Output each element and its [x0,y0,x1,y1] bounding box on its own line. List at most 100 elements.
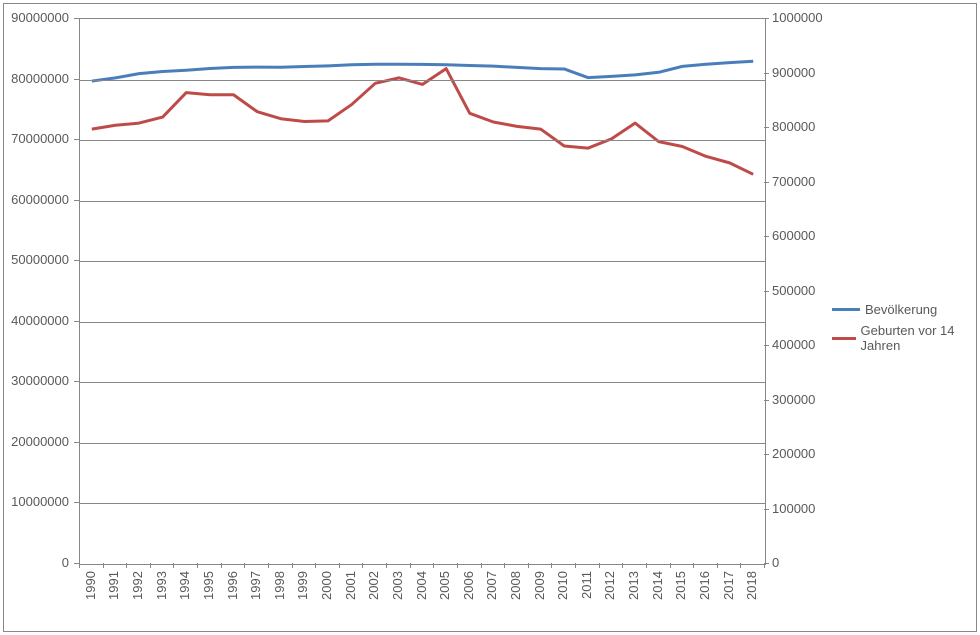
gridline [80,503,765,504]
y2-axis-label: 1000000 [772,10,823,25]
y1-tick [74,381,79,382]
x-axis-label: 2003 [390,571,405,611]
x-tick [362,563,363,568]
x-tick [103,563,104,568]
x-axis-label: 1991 [106,571,121,611]
legend: Bevölkerung Geburten vor 14 Jahren [832,296,976,359]
y2-axis-label: 100000 [772,501,815,516]
y1-tick [74,260,79,261]
gridline [80,201,765,202]
x-axis-label: 2004 [414,571,429,611]
x-tick [670,563,671,568]
chart-frame: BevölkerungGeburten vor 14 Jahren 010000… [3,3,977,632]
y1-axis-label: 60000000 [4,192,69,207]
y1-tick [74,200,79,201]
y1-tick [74,139,79,140]
y2-tick [764,127,769,128]
x-tick [481,563,482,568]
y2-axis-label: 400000 [772,337,815,352]
x-axis-label: 2009 [532,571,547,611]
x-axis-label: 2015 [673,571,688,611]
x-tick [126,563,127,568]
x-tick [315,563,316,568]
chart-lines [80,19,765,564]
y1-axis-label: 30000000 [4,373,69,388]
y2-tick [764,236,769,237]
x-axis-label: 1993 [154,571,169,611]
y2-tick [764,345,769,346]
x-axis-label: 2010 [555,571,570,611]
x-tick [764,563,765,568]
x-axis-label: 1999 [295,571,310,611]
y1-axis-label: 90000000 [4,10,69,25]
legend-label: Geburten vor 14 Jahren [861,323,976,353]
x-tick [717,563,718,568]
x-tick [528,563,529,568]
y2-axis-label: 500000 [772,283,815,298]
gridline [80,382,765,383]
x-axis-label: 1994 [177,571,192,611]
gridline [80,322,765,323]
legend-item: Bevölkerung [832,302,976,317]
y2-axis-label: 900000 [772,65,815,80]
y2-axis-label: 600000 [772,228,815,243]
y1-axis-label: 70000000 [4,131,69,146]
gridline [80,443,765,444]
y1-axis-label: 10000000 [4,494,69,509]
x-tick [693,563,694,568]
x-axis-label: 1998 [272,571,287,611]
y1-tick [74,18,79,19]
x-tick [599,563,600,568]
x-tick [339,563,340,568]
x-axis-label: 1997 [248,571,263,611]
y1-tick [74,321,79,322]
x-axis-label: 2016 [697,571,712,611]
y2-axis-label: 700000 [772,174,815,189]
y1-axis-label: 40000000 [4,313,69,328]
x-axis-label: 2002 [366,571,381,611]
x-tick [410,563,411,568]
y2-tick [764,454,769,455]
gridline [80,261,765,262]
y2-tick [764,73,769,74]
x-axis-label: 1992 [130,571,145,611]
x-axis-label: 2014 [650,571,665,611]
x-tick [197,563,198,568]
y1-tick [74,79,79,80]
x-tick [646,563,647,568]
x-axis-label: 2011 [579,571,594,611]
y1-axis-label: 20000000 [4,434,69,449]
x-tick [504,563,505,568]
x-tick [150,563,151,568]
x-axis-label: 2006 [461,571,476,611]
x-tick [292,563,293,568]
y2-tick [764,291,769,292]
x-tick [433,563,434,568]
x-tick [173,563,174,568]
y1-tick [74,502,79,503]
x-axis-label: 2013 [626,571,641,611]
x-axis-label: 2007 [484,571,499,611]
series-line [92,69,753,175]
x-axis-label: 1995 [201,571,216,611]
x-tick [740,563,741,568]
y2-axis-label: 800000 [772,119,815,134]
x-axis-label: 2000 [319,571,334,611]
x-axis-label: 2018 [744,571,759,611]
x-axis-label: 1996 [225,571,240,611]
x-axis-label: 2001 [343,571,358,611]
legend-swatch [832,337,856,340]
x-axis-label: 1990 [83,571,98,611]
y2-axis-label: 300000 [772,392,815,407]
y1-tick [74,442,79,443]
y1-axis-label: 50000000 [4,252,69,267]
x-axis-label: 2017 [721,571,736,611]
x-tick [79,563,80,568]
plot-area [79,18,766,565]
x-tick [575,563,576,568]
x-axis-label: 2012 [602,571,617,611]
series-line [92,61,753,81]
y2-tick [764,400,769,401]
y2-axis-label: 200000 [772,446,815,461]
gridline [80,140,765,141]
